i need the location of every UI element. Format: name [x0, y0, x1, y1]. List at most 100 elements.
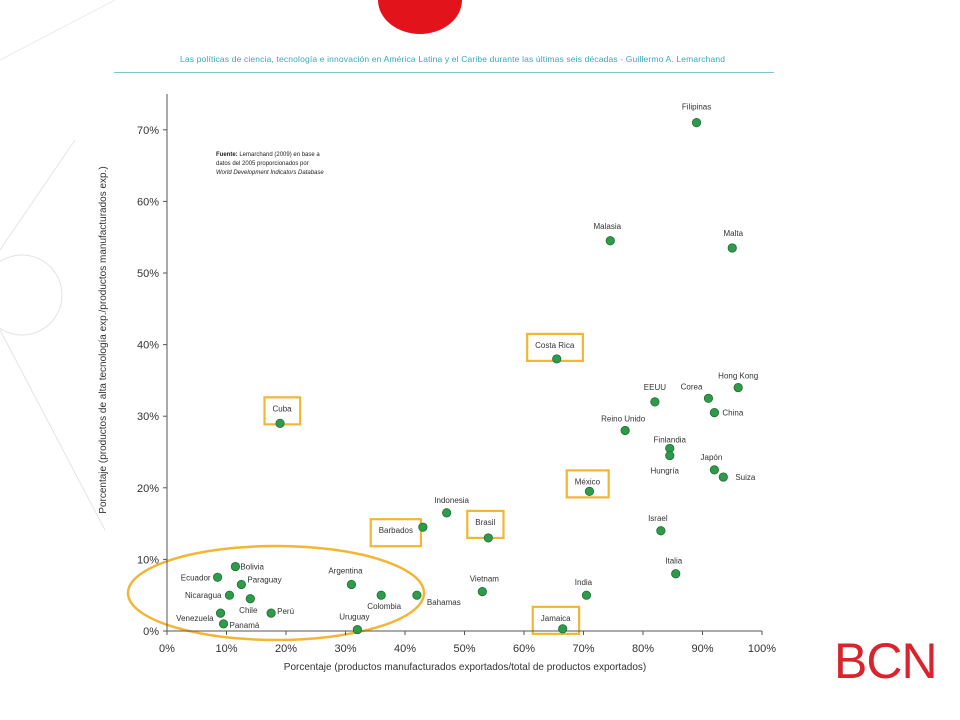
data-point-chile: [245, 594, 255, 604]
data-point-hungria: [665, 450, 675, 461]
data-point-india: [581, 590, 592, 600]
point-label-argentina: Argentina: [328, 566, 363, 575]
point-label-reino-unido: Reino Unido: [601, 415, 646, 424]
y-tick-label: 30%: [137, 411, 159, 423]
points-layer: Filipinas Malasia Malta Costa Rica Hong Kong…: [176, 103, 758, 635]
y-axis-title: Porcentaje (productos de alta tecnología…: [98, 166, 109, 513]
data-point-cuba: [275, 418, 285, 428]
data-point-venezuela: [215, 608, 226, 618]
data-point-hong-kong: [733, 382, 743, 393]
point-label-barbados: Barbados: [379, 526, 413, 535]
point-label-brasil: Brasil: [475, 518, 495, 527]
point-label-jamaica: Jamaica: [541, 614, 571, 623]
data-point-nicaragua: [224, 590, 235, 600]
point-label-japon: Japón: [701, 453, 723, 462]
latin-america-cluster-ellipse: [126, 544, 426, 642]
y-tick-label: 20%: [137, 483, 159, 495]
highlight-box-barbados: [369, 518, 423, 548]
point-label-finlandia: Finlandia: [654, 435, 687, 444]
x-tick-label: 10%: [215, 643, 237, 655]
point-label-costa-rica: Costa Rica: [535, 341, 575, 350]
source-note-line-3: World Development Indicators Database: [216, 170, 324, 176]
point-label-venezuela: Venezuela: [176, 614, 214, 623]
data-point-jamaica: [558, 624, 568, 634]
point-label-ecuador: Ecuador: [181, 573, 211, 582]
header-divider: [114, 72, 774, 73]
slide-header-text: Las políticas de ciencia, tecnología e i…: [180, 54, 726, 64]
point-label-suiza: Suiza: [735, 473, 756, 482]
point-label-bolivia: Bolivia: [240, 563, 264, 572]
point-label-filipinas: Filipinas: [682, 103, 711, 112]
bcn-logo: BCN: [834, 633, 938, 689]
data-point-panama: [218, 619, 229, 629]
point-label-malasia: Malasia: [593, 222, 621, 231]
source-note-line-2: datos del 2005 proporcionados por: [216, 161, 309, 167]
point-label-hungria: Hungría: [651, 467, 680, 476]
point-label-italia: Italia: [665, 557, 682, 566]
data-point-colombia: [376, 590, 386, 600]
point-label-indonesia: Indonesia: [434, 496, 469, 505]
data-point-mexico: [584, 486, 595, 496]
y-tick-label: 60%: [137, 196, 159, 208]
x-tick-label: 20%: [275, 643, 297, 655]
decorative-circle: [0, 254, 63, 336]
highlight-box-mexico: [565, 469, 610, 499]
point-label-malta: Malta: [723, 229, 743, 238]
point-label-hong-kong: Hong Kong: [718, 372, 758, 381]
y-tick-label: 50%: [137, 268, 159, 280]
source-note-line-1-text: Lemarchand (2009) en base a: [238, 152, 321, 158]
tick-layer: 0% 10% 20% 30% 40% 50% 60% 70% 80% 90% 100% 0% 10% 20…: [137, 125, 776, 655]
point-label-china: China: [722, 409, 743, 418]
point-label-vietnam: Vietnam: [470, 575, 500, 584]
data-point-japon: [709, 465, 720, 475]
point-label-chile: Chile: [239, 606, 258, 615]
data-point-malasia: [605, 236, 615, 246]
x-tick-label: 70%: [572, 643, 594, 655]
data-point-argentina: [346, 579, 357, 590]
data-point-vietnam: [477, 587, 487, 597]
x-tick-label: 30%: [334, 643, 356, 655]
data-point-paraguay: [236, 579, 246, 590]
data-point-uruguay: [352, 624, 362, 635]
source-note-label: Fuente:: [216, 152, 238, 158]
data-point-bahamas: [412, 590, 422, 600]
red-semicircle-shape: [378, 0, 462, 34]
y-tick-label: 0%: [143, 626, 159, 638]
point-label-colombia: Colombia: [367, 602, 401, 611]
data-point-barbados: [418, 522, 428, 532]
x-tick-label: 90%: [691, 643, 713, 655]
source-note: Fuente: Lemarchand (2009) en base a dato…: [216, 152, 324, 176]
point-label-eeuu: EEUU: [644, 383, 666, 392]
point-label-israel: Israel: [648, 514, 668, 523]
point-label-bahamas: Bahamas: [427, 598, 461, 607]
data-point-ecuador: [212, 572, 223, 582]
point-label-india: India: [575, 578, 593, 587]
point-label-paraguay: Paraguay: [247, 575, 281, 584]
data-point-indonesia: [442, 508, 452, 518]
decorative-line: [0, 329, 106, 531]
data-point-suiza: [718, 472, 728, 482]
x-axis-title: Porcentaje (productos manufacturados exp…: [284, 662, 646, 673]
data-point-israel: [656, 526, 666, 536]
decorative-line: [0, 139, 76, 251]
y-tick-label: 40%: [137, 340, 159, 352]
x-tick-label: 50%: [453, 643, 475, 655]
data-point-corea: [703, 393, 714, 403]
x-tick-label: 40%: [394, 643, 416, 655]
data-point-brasil: [483, 533, 493, 543]
data-point-malta: [727, 243, 737, 253]
point-label-mexico: México: [575, 477, 601, 486]
point-label-uruguay: Uruguay: [339, 613, 369, 622]
decorative-line: [0, 0, 116, 61]
point-label-panama: Panamá: [230, 621, 260, 630]
x-tick-label: 60%: [513, 643, 535, 655]
data-point-reino-unido: [620, 425, 630, 436]
point-label-peru: Perú: [277, 607, 294, 616]
highlight-box-jamaica: [531, 605, 581, 635]
data-point-eeuu: [650, 397, 660, 407]
source-note-line-1: Fuente: Lemarchand (2009) en base a: [216, 152, 320, 158]
data-point-bolivia: [230, 561, 241, 572]
data-point-china: [709, 408, 720, 418]
